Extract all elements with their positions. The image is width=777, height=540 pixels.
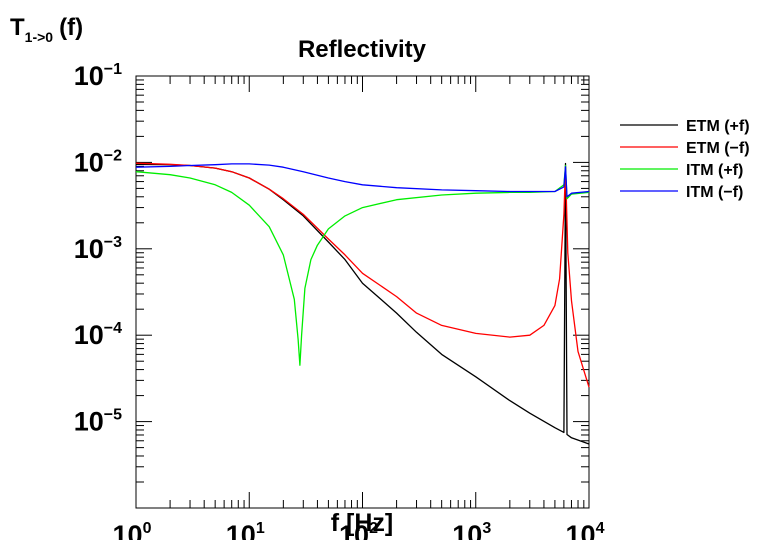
series-line-1 — [135, 162, 590, 388]
x-tick-label: 101 — [226, 520, 265, 540]
chart-title: Reflectivity — [298, 36, 427, 63]
legend: ETM (+f) ETM (−f) ITM (+f) ITM (−f) — [620, 118, 750, 201]
x-tick-label: 104 — [566, 520, 605, 540]
x-axis-label: f [Hz] — [331, 509, 393, 537]
y-tick-label: 10−1 — [74, 61, 122, 91]
series-lines — [135, 162, 590, 445]
y-axis-label: T1->0 (f) — [10, 14, 83, 45]
legend-label-1: ETM (−f) — [686, 140, 750, 157]
x-tick-label: 102 — [339, 520, 378, 540]
series-line-3 — [135, 163, 590, 198]
x-tick-label: 100 — [113, 520, 152, 540]
y-tick-label: 10−3 — [74, 234, 122, 264]
y-tick-label: 10−2 — [74, 147, 122, 177]
legend-label-2: ITM (+f) — [686, 162, 743, 179]
tick-labels: 100 101 102 103 104 10−1 10−2 10−3 10−4 10−5 — [74, 61, 605, 540]
x-tick-label: 103 — [452, 520, 491, 540]
y-tick-label: 10−5 — [74, 407, 122, 437]
legend-label-3: ITM (−f) — [686, 184, 743, 201]
legend-label-0: ETM (+f) — [686, 118, 750, 135]
y-tick-label: 10−4 — [74, 320, 122, 350]
